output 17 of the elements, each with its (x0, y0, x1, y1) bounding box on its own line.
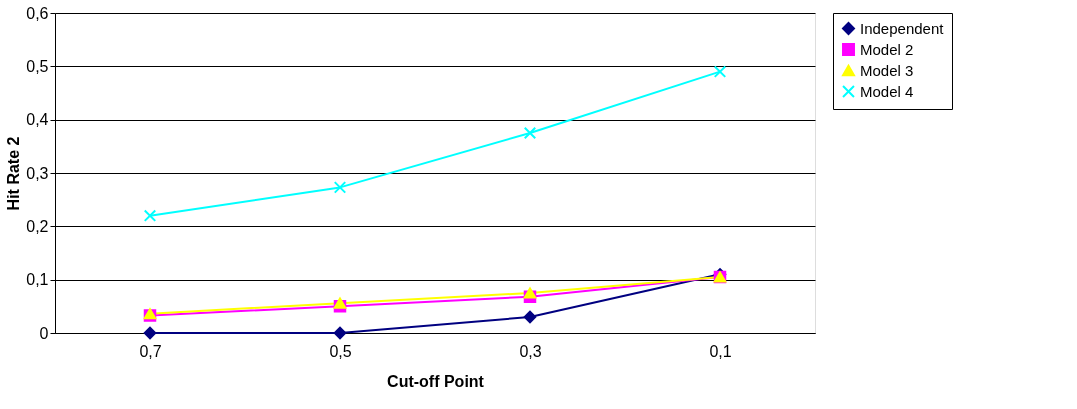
legend-label: Model 4 (860, 82, 914, 100)
x-tick-label: 0,7 (139, 342, 162, 360)
x-tick-label: 0,1 (709, 342, 732, 360)
y-tick-label: 0,3 (26, 164, 49, 182)
legend-label: Independent (860, 19, 945, 37)
legend-label: Model 3 (860, 61, 914, 79)
y-tick-label: 0,2 (26, 217, 49, 235)
y-tick-label: 0,5 (26, 57, 49, 75)
legend-label: Model 2 (860, 40, 914, 58)
y-tick-label: 0,1 (26, 271, 49, 289)
x-axis-title: Cut-off Point (387, 372, 485, 390)
y-tick-label: 0,6 (26, 4, 49, 22)
x-tick-label: 0,5 (329, 342, 352, 360)
y-axis-title: Hit Rate 2 (5, 136, 23, 211)
y-tick-label: 0 (39, 324, 49, 342)
y-tick-label: 0,4 (26, 111, 49, 129)
x-tick-label: 0,3 (519, 342, 542, 360)
